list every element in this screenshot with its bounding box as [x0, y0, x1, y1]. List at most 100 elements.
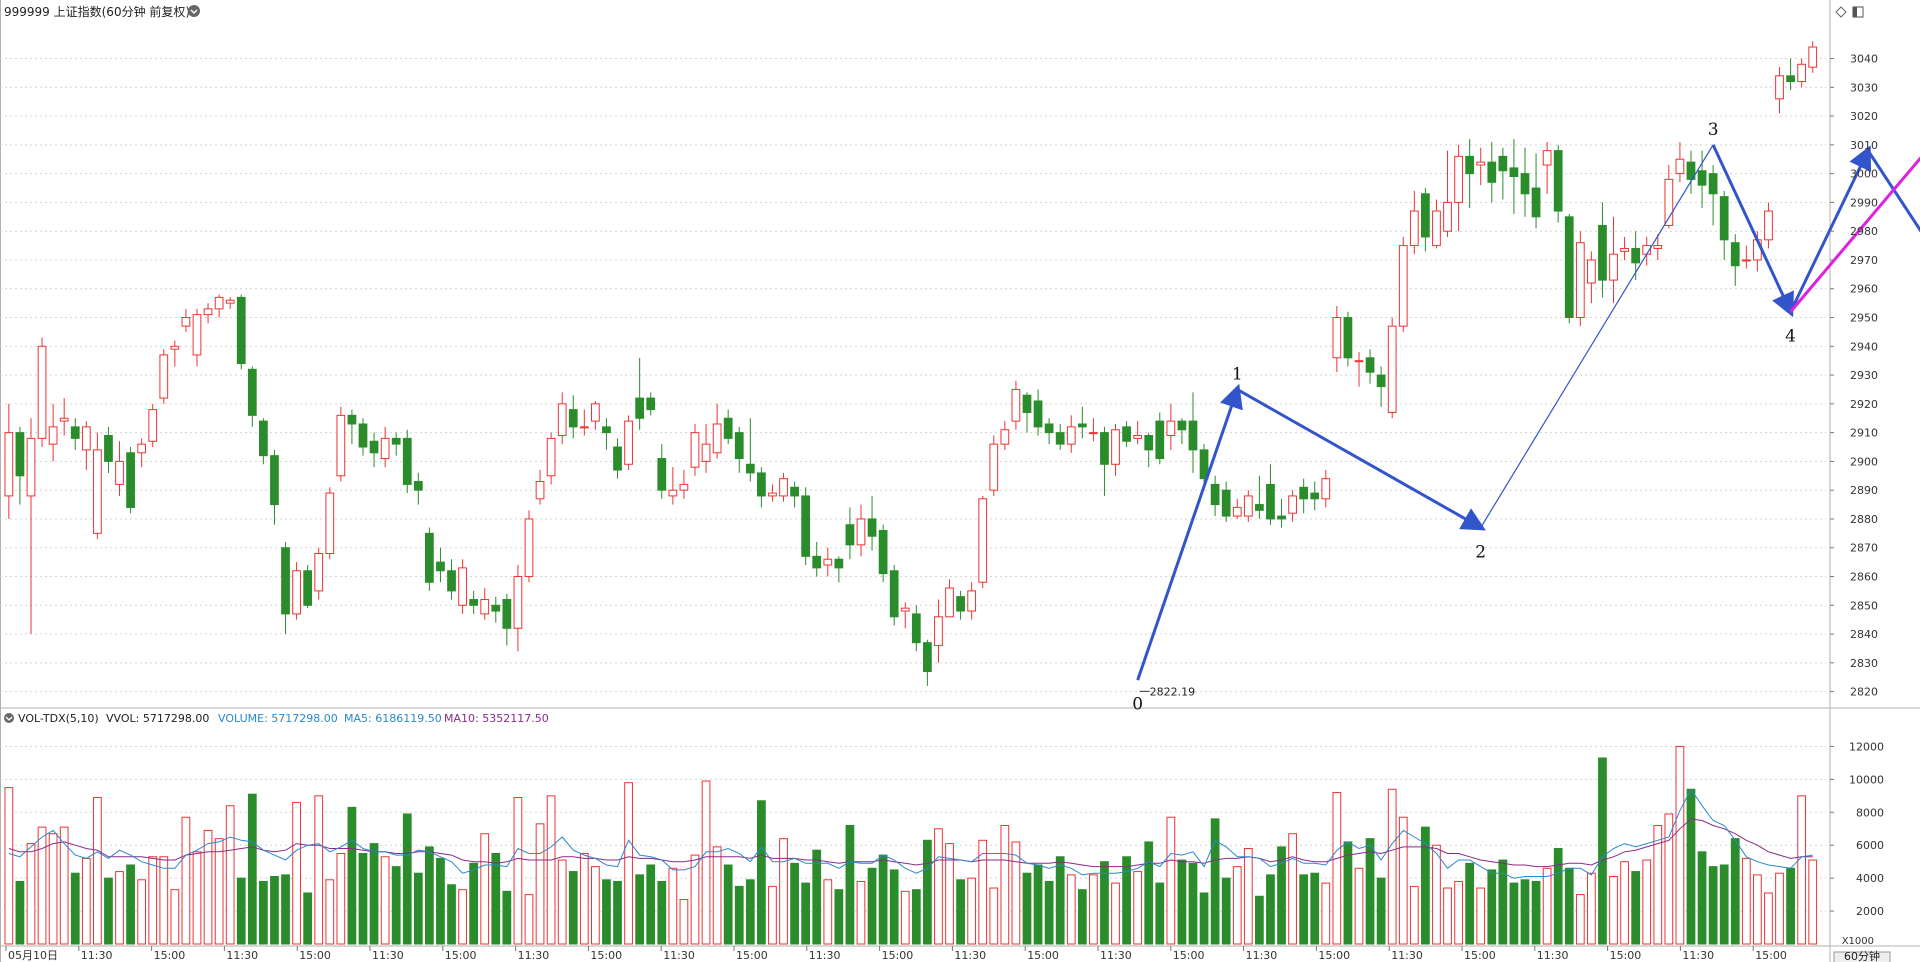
volume-bar [524, 894, 534, 945]
volume-bar [934, 828, 943, 945]
volume-bar [845, 824, 855, 945]
volume-bar [779, 838, 788, 945]
chart-title[interactable]: 999999 上证指数(60分钟 前复权) [4, 4, 190, 19]
volume-bar [1133, 871, 1143, 945]
candle-body [447, 570, 456, 592]
volume-bar [458, 889, 467, 945]
candle-body [1409, 210, 1419, 247]
candle-body [1786, 75, 1795, 83]
volume-bar [1177, 859, 1187, 945]
volume-bar [701, 780, 711, 945]
candle-body [1310, 492, 1320, 500]
volume-bar [657, 880, 667, 945]
period-label[interactable]: 60分钟 [1844, 949, 1880, 962]
volume-bar [1509, 882, 1519, 945]
chevron-down-icon[interactable] [188, 5, 200, 17]
volume-bar [1487, 869, 1497, 945]
volume-bar [1188, 862, 1198, 945]
candle-body [1210, 483, 1220, 506]
volume-bar [878, 854, 888, 945]
x-tick-label: 11:30 [954, 949, 986, 962]
volume-bar [1808, 859, 1818, 945]
x-tick-label: 11:30 [1246, 949, 1278, 962]
candle-body [1266, 483, 1275, 520]
volume-bar [745, 879, 755, 945]
volume-bar [1553, 848, 1563, 945]
wave-label-3: 3 [1708, 120, 1719, 140]
candle-body [723, 417, 733, 439]
volume-bar [192, 851, 202, 945]
volume-bar [93, 796, 102, 945]
volume-bar [502, 890, 512, 945]
candle-body [1730, 242, 1740, 267]
candle-body [491, 604, 501, 612]
volume-bar [956, 879, 965, 945]
volume-bar [159, 856, 169, 945]
ma10-line [8, 818, 1813, 868]
candle-body [1808, 46, 1818, 68]
volume-bar [15, 880, 25, 945]
wave-line-thin [1480, 144, 1714, 528]
candle-body [1343, 317, 1353, 359]
x-tick-label: 11:30 [663, 949, 695, 962]
candle-body [679, 483, 689, 491]
volume-bar [491, 852, 501, 945]
volume-bar [447, 884, 456, 945]
volume-menu-icon[interactable] [4, 713, 14, 723]
wave-line-thick [1136, 383, 1243, 681]
candle-body [1066, 426, 1076, 445]
volume-bar [1741, 857, 1751, 945]
volume-bar [1310, 872, 1320, 945]
volume-tick-label: 2000 [1856, 905, 1884, 918]
volume-bar [1653, 824, 1663, 945]
candle-body [15, 432, 25, 477]
volume-bar [1122, 856, 1131, 945]
volume-bar [1077, 889, 1087, 945]
volume-bar [1089, 874, 1098, 945]
volume-bar [1055, 856, 1065, 945]
volume-bar [646, 864, 656, 945]
candle-body [81, 426, 91, 451]
candle-body [336, 414, 346, 477]
x-tick-label: 15:00 [1173, 949, 1205, 962]
candle-body [1100, 432, 1109, 465]
volume-bar [1365, 838, 1375, 945]
candle-body [790, 486, 799, 497]
candle-body [513, 576, 523, 629]
candle-body [967, 590, 977, 612]
candle-body [1000, 429, 1010, 445]
candle-body [1055, 432, 1065, 445]
wave-label-0: 0 [1132, 694, 1143, 714]
volume-tick-label: 6000 [1856, 839, 1884, 852]
volume-bar [391, 866, 401, 945]
volume-bar [336, 852, 346, 945]
volume-bar [236, 877, 246, 945]
candle-body [1443, 201, 1452, 232]
volume-bar [413, 872, 423, 945]
candle-body [1531, 187, 1541, 218]
wave-line-thick [1866, 149, 1920, 233]
wave-line-layer [1136, 144, 1920, 681]
candle-body [413, 481, 423, 491]
candle-body [1188, 420, 1198, 451]
candle-body [1321, 478, 1331, 500]
volume-tick-label: 10000 [1849, 773, 1884, 786]
candle-body [779, 478, 788, 497]
candle-body [900, 607, 910, 612]
volume-tick-label: 4000 [1856, 872, 1884, 885]
diamond-icon[interactable] [1835, 6, 1847, 18]
candle-body [458, 567, 467, 606]
volume-bar [591, 866, 600, 945]
volume-bar [259, 880, 268, 945]
volume-bar [369, 843, 379, 945]
volume-bar [1564, 867, 1574, 945]
window-toggle-icon[interactable] [1852, 6, 1864, 18]
candle-body [1775, 75, 1784, 100]
candle-body [613, 446, 622, 471]
candle-body [425, 532, 434, 583]
candle-body [945, 587, 954, 618]
volume-bar [546, 795, 556, 945]
candle-body [911, 613, 921, 644]
x-tick-label: 11:30 [1100, 949, 1132, 962]
